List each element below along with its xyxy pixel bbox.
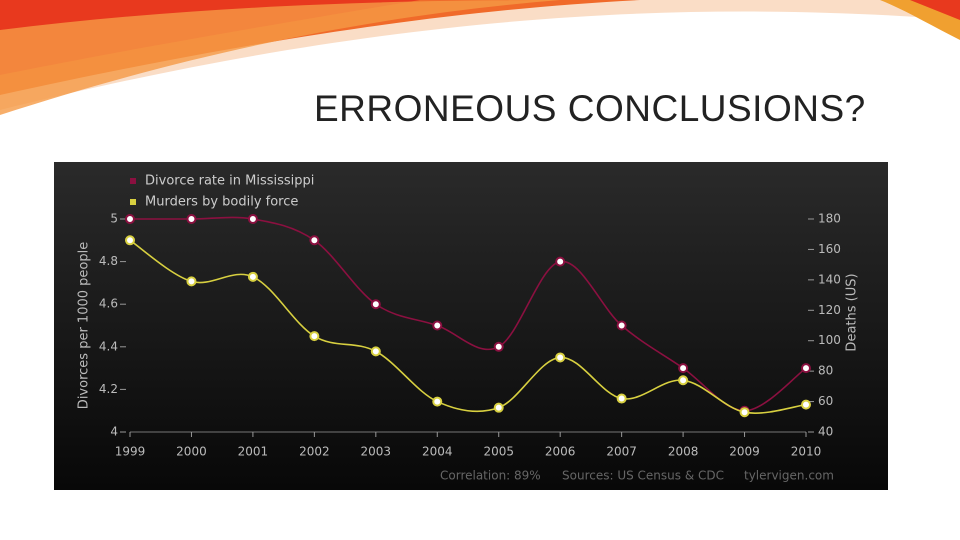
x-tick-label: 2004	[422, 445, 453, 459]
x-tick-label: 2001	[238, 445, 269, 459]
x-tick-label: 2008	[668, 445, 699, 459]
y-tick-label: 4.8	[99, 254, 118, 268]
x-tick-label: 2002	[299, 445, 330, 459]
x-tick-label: 2009	[729, 445, 760, 459]
y-tick-label: 4.6	[99, 297, 118, 311]
slide-title: ERRONEOUS CONCLUSIONS?	[314, 88, 866, 129]
y2-tick-label: 40	[818, 425, 833, 439]
y2-tick-label: 160	[818, 242, 841, 256]
data-point	[493, 341, 504, 352]
data-point	[678, 363, 689, 374]
legend-marker	[130, 199, 136, 205]
data-point	[125, 235, 135, 246]
data-point	[309, 235, 320, 246]
footer-text: Correlation: 89%	[440, 469, 541, 483]
data-point	[493, 402, 504, 413]
y-tick-label: 5	[110, 212, 118, 226]
x-tick-label: 2010	[791, 445, 822, 459]
y2-tick-label: 100	[818, 333, 841, 347]
legend-label: Murders by bodily force	[145, 195, 298, 210]
data-point	[555, 256, 566, 267]
y2-axis-label: Deaths (US)	[845, 273, 860, 351]
data-point	[186, 214, 197, 224]
x-tick-label: 1999	[115, 445, 146, 459]
data-point	[370, 346, 381, 357]
data-point	[370, 299, 381, 310]
legend-marker	[130, 178, 136, 184]
data-point	[616, 320, 627, 331]
data-point	[678, 375, 689, 386]
legend-label: Divorce rate in Mississippi	[145, 174, 314, 189]
y-tick-label: 4	[110, 425, 118, 439]
x-tick-label: 2007	[606, 445, 637, 459]
data-point	[432, 396, 443, 407]
data-point	[309, 331, 320, 342]
y2-tick-label: 80	[818, 364, 833, 378]
y2-tick-label: 60	[818, 394, 833, 408]
y-axis-label: Divorces per 1000 people	[77, 242, 92, 409]
footer-text: Sources: US Census & CDC	[562, 469, 724, 483]
data-point	[555, 352, 566, 363]
decoration	[0, 0, 960, 115]
x-tick-label: 2006	[545, 445, 576, 459]
footer-text: tylervigen.com	[744, 469, 834, 483]
data-point	[801, 399, 811, 410]
data-point	[125, 214, 135, 224]
data-point	[801, 363, 811, 374]
x-tick-label: 2003	[361, 445, 392, 459]
y2-tick-label: 180	[818, 212, 841, 226]
data-point	[186, 276, 197, 287]
data-point	[247, 214, 258, 224]
y-tick-label: 4.2	[99, 382, 118, 396]
chart: 4 4.2 4.4 4.6 4.8 5 40 60 80 100 120 140 160 180 1999 2…	[54, 162, 888, 490]
data-point	[247, 271, 258, 282]
y2-tick-label: 120	[818, 303, 841, 317]
y2-tick-label: 140	[818, 272, 841, 286]
data-point	[432, 320, 443, 331]
x-tick-label: 2000	[176, 445, 207, 459]
chart-background	[54, 162, 888, 490]
x-tick-label: 2005	[483, 445, 514, 459]
data-point	[616, 393, 627, 404]
y-tick-label: 4.4	[99, 339, 118, 353]
data-point	[739, 407, 750, 418]
